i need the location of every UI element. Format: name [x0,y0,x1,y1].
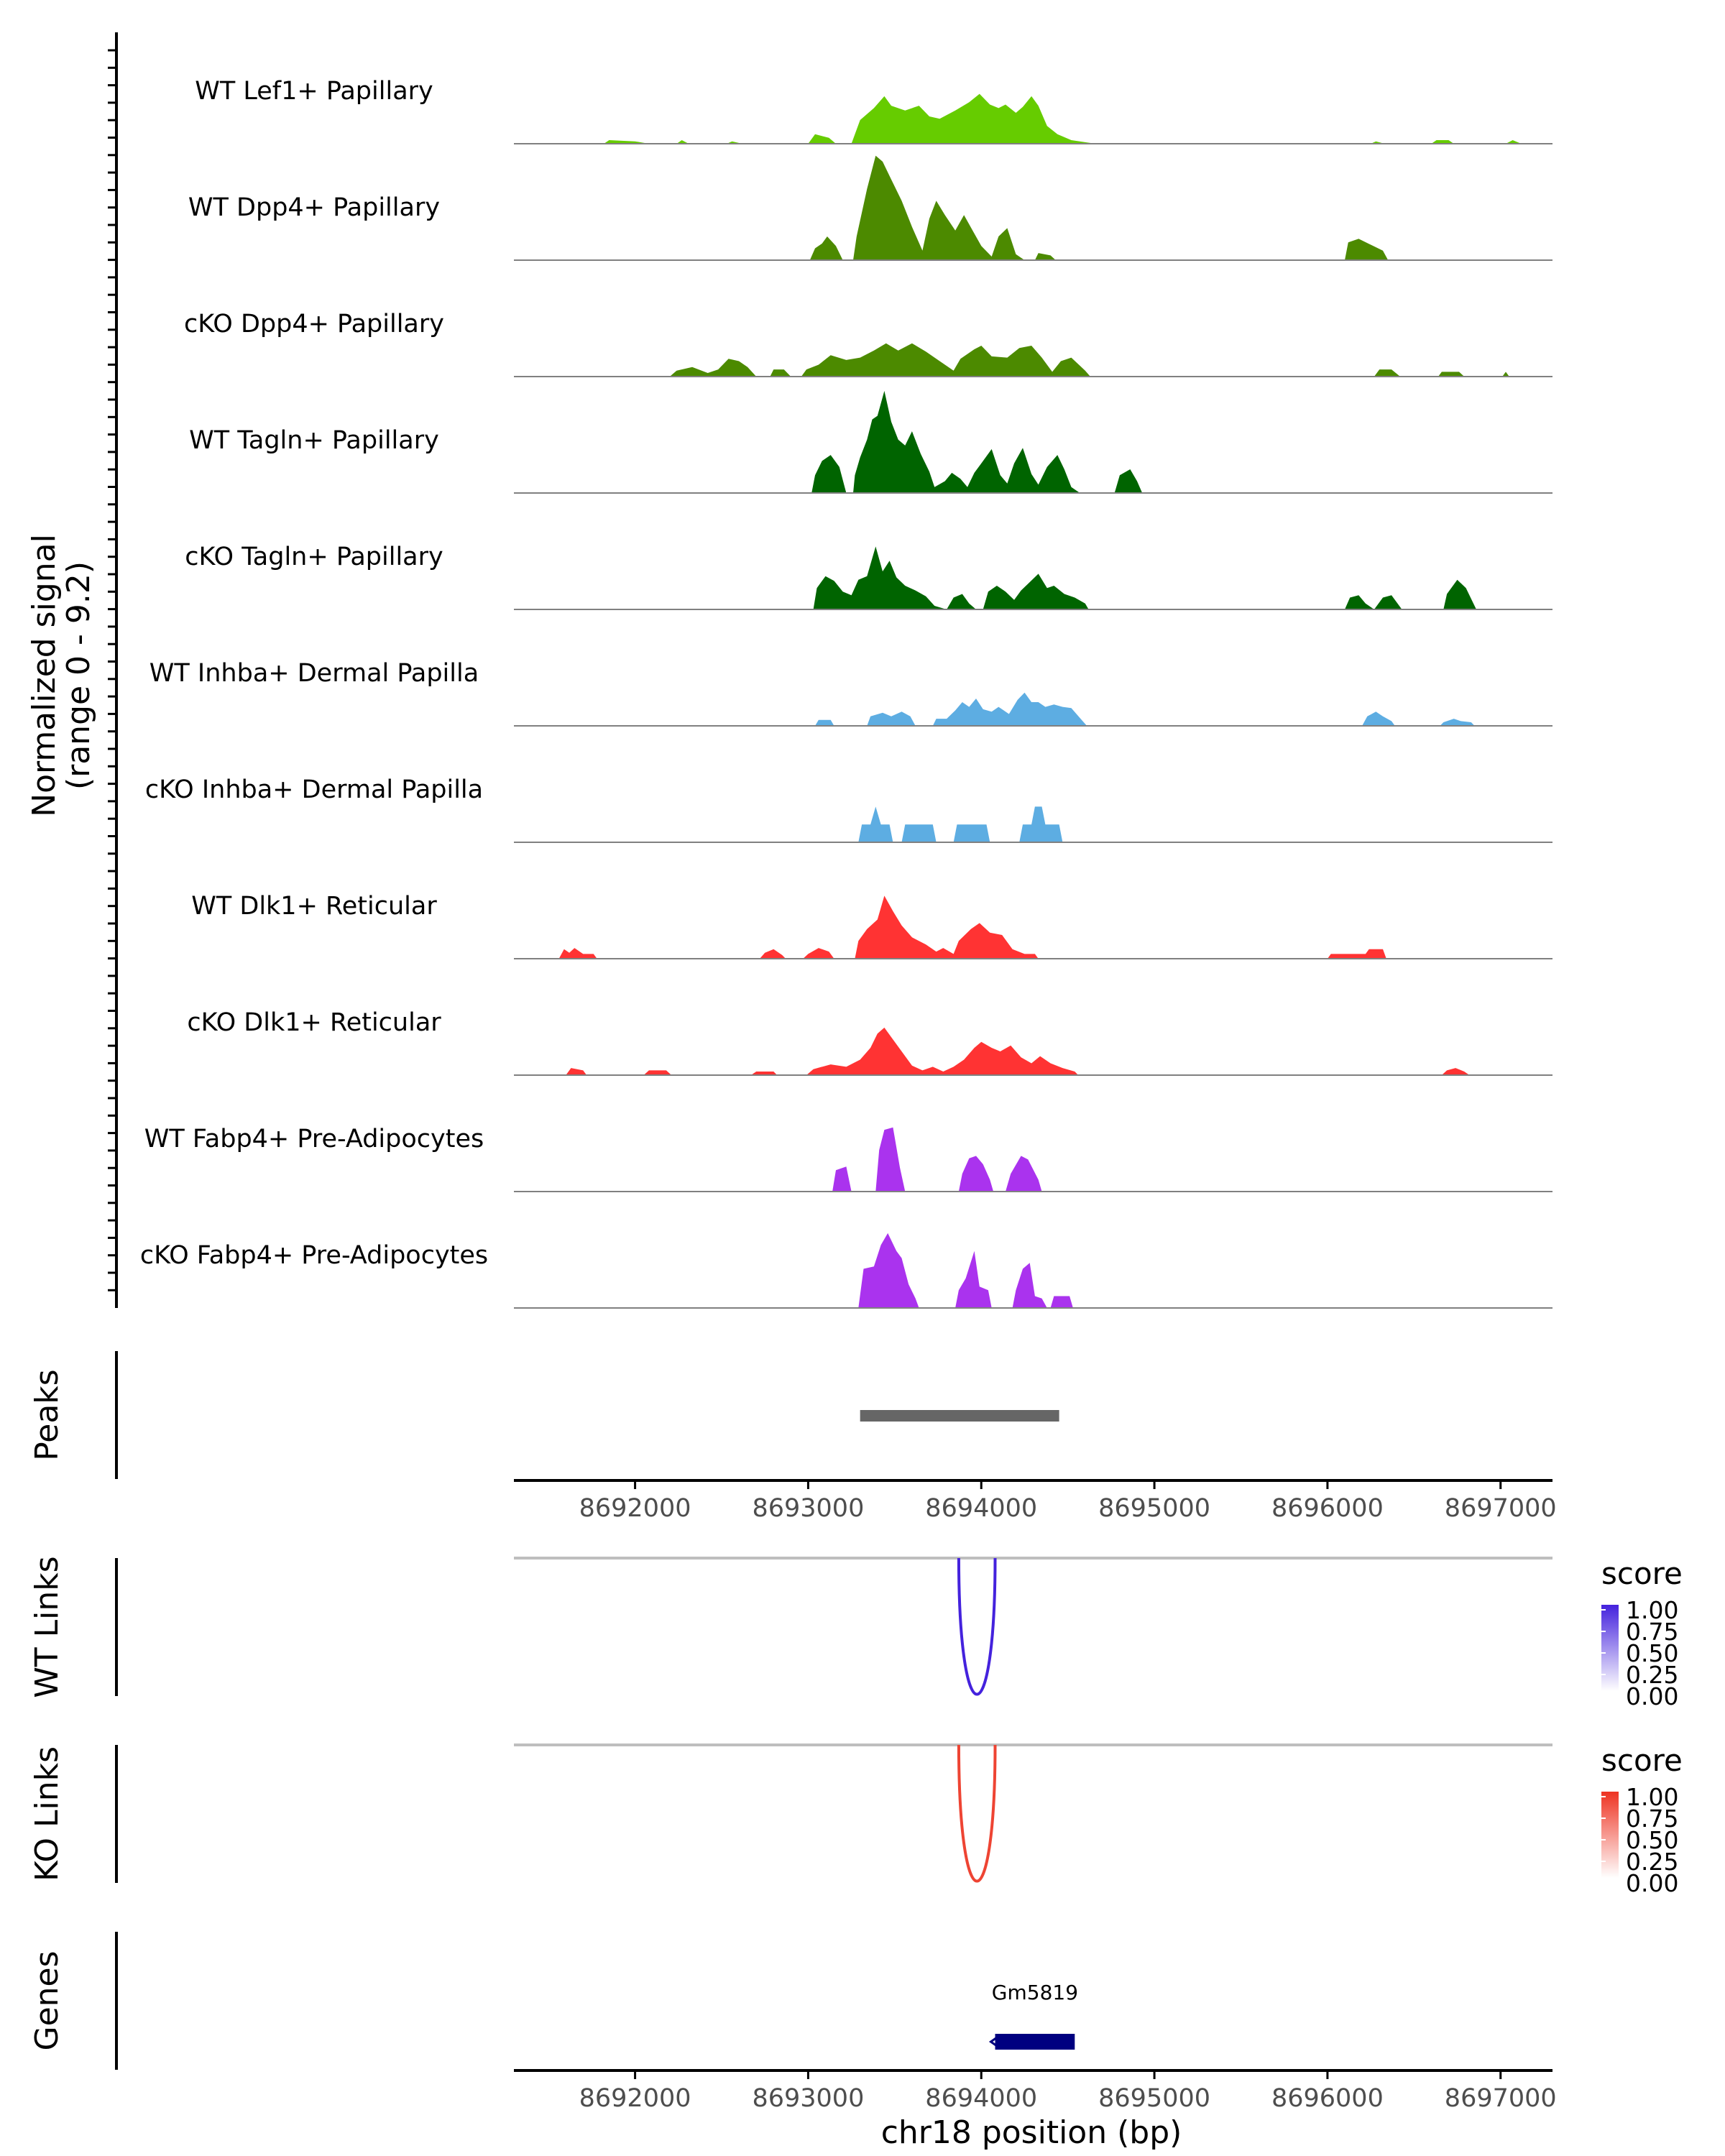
track-label: cKO Inhba+ Dermal Papilla [145,775,483,804]
peaks-label: Peaks [29,1369,65,1460]
track-area [813,546,1476,609]
y-axis-title-range: (range 0 - 9.2) [60,561,97,790]
peak-region [860,1410,1059,1422]
x-tick-label: 8692000 [579,2084,691,2113]
track-label: WT Dlk1+ Reticular [191,892,437,921]
x-tick-label: 8697000 [1445,2084,1557,2113]
track-label: WT Inhba+ Dermal Papilla [150,659,479,688]
x-tick-label: 8693000 [752,2084,864,2113]
gene-label: Gm5819 [992,1981,1078,2004]
track-label: WT Fabp4+ Pre-Adipocytes [144,1125,484,1153]
track-label: WT Tagln+ Papillary [189,426,439,455]
legend-tick-label: 0.00 [1626,1869,1678,1897]
track-label: cKO Fabp4+ Pre-Adipocytes [140,1241,488,1270]
x-tick-label: 8694000 [925,1494,1037,1523]
links-label: KO Links [29,1746,65,1881]
x-tick-label: 8692000 [579,1494,691,1523]
link-arc [957,1744,997,1883]
x-tick-label: 8696000 [1271,2084,1384,2113]
genes-panel: Genes Gm5819 [29,1932,1078,2070]
track-label: WT Lef1+ Papillary [195,77,433,106]
track-area [815,692,1475,726]
track-area [858,806,1063,842]
x-tick-label: 8696000 [1271,1494,1384,1523]
track-area [566,1027,1470,1075]
legend-tick-label: 1.00 [1626,1596,1678,1624]
x-tick-label: 8694000 [925,2084,1037,2113]
track-area [832,1127,1042,1192]
signal-tracks: WT Lef1+ Papillary WT Dpp4+ Papillary cKO … [140,77,1552,1309]
track-area [858,1233,1073,1308]
signal-y-axis [108,32,118,1308]
legend-tick-label: 0.75 [1626,1805,1678,1833]
x-axis-bottom: 8692000 8693000 8694000 8695000 8696000 86970… [514,2069,1557,2113]
x-tick-label: 8695000 [1098,1494,1210,1523]
track-label: cKO Tagln+ Papillary [185,543,443,571]
peaks-panel: Peaks [29,1351,1059,1479]
legend-tick-label: 1.00 [1626,1783,1678,1811]
track-label: WT Dpp4+ Papillary [188,193,440,222]
legend-title: score [1601,1556,1683,1591]
gene-strand-arrow [988,2035,999,2048]
x-tick-label: 8697000 [1445,1494,1557,1523]
track-label: cKO Dlk1+ Reticular [187,1008,441,1037]
legend-tick-label: 0.50 [1626,1826,1678,1854]
x-axis-top: 8692000 8693000 8694000 8695000 8696000 86970… [514,1479,1557,1523]
legend-tick-label: 0.25 [1626,1848,1678,1876]
legend-tick-label: 0.50 [1626,1639,1678,1667]
genes-label: Genes [29,1950,65,2050]
track-area [558,895,1386,959]
y-axis-title: Normalized signal [26,534,63,817]
track-label: cKO Dpp4+ Papillary [184,310,444,338]
legend-colorbar [1601,1605,1619,1691]
x-axis-title: chr18 position (bp) [881,2114,1182,2151]
track-area [811,390,1143,493]
legend-tick-label: 0.25 [1626,1661,1678,1689]
track-area [669,343,1509,377]
track-area [809,155,1389,260]
legend-colorbar [1601,1792,1619,1878]
links-label: WT Links [29,1556,65,1697]
gene-body [995,2034,1075,2050]
legend-tick-label: 0.75 [1626,1618,1678,1646]
x-tick-label: 8695000 [1098,2084,1210,2113]
x-tick-label: 8693000 [752,1494,864,1523]
legend-title: score [1601,1743,1683,1778]
legend-tick-label: 0.00 [1626,1682,1678,1710]
link-arc [957,1557,997,1696]
